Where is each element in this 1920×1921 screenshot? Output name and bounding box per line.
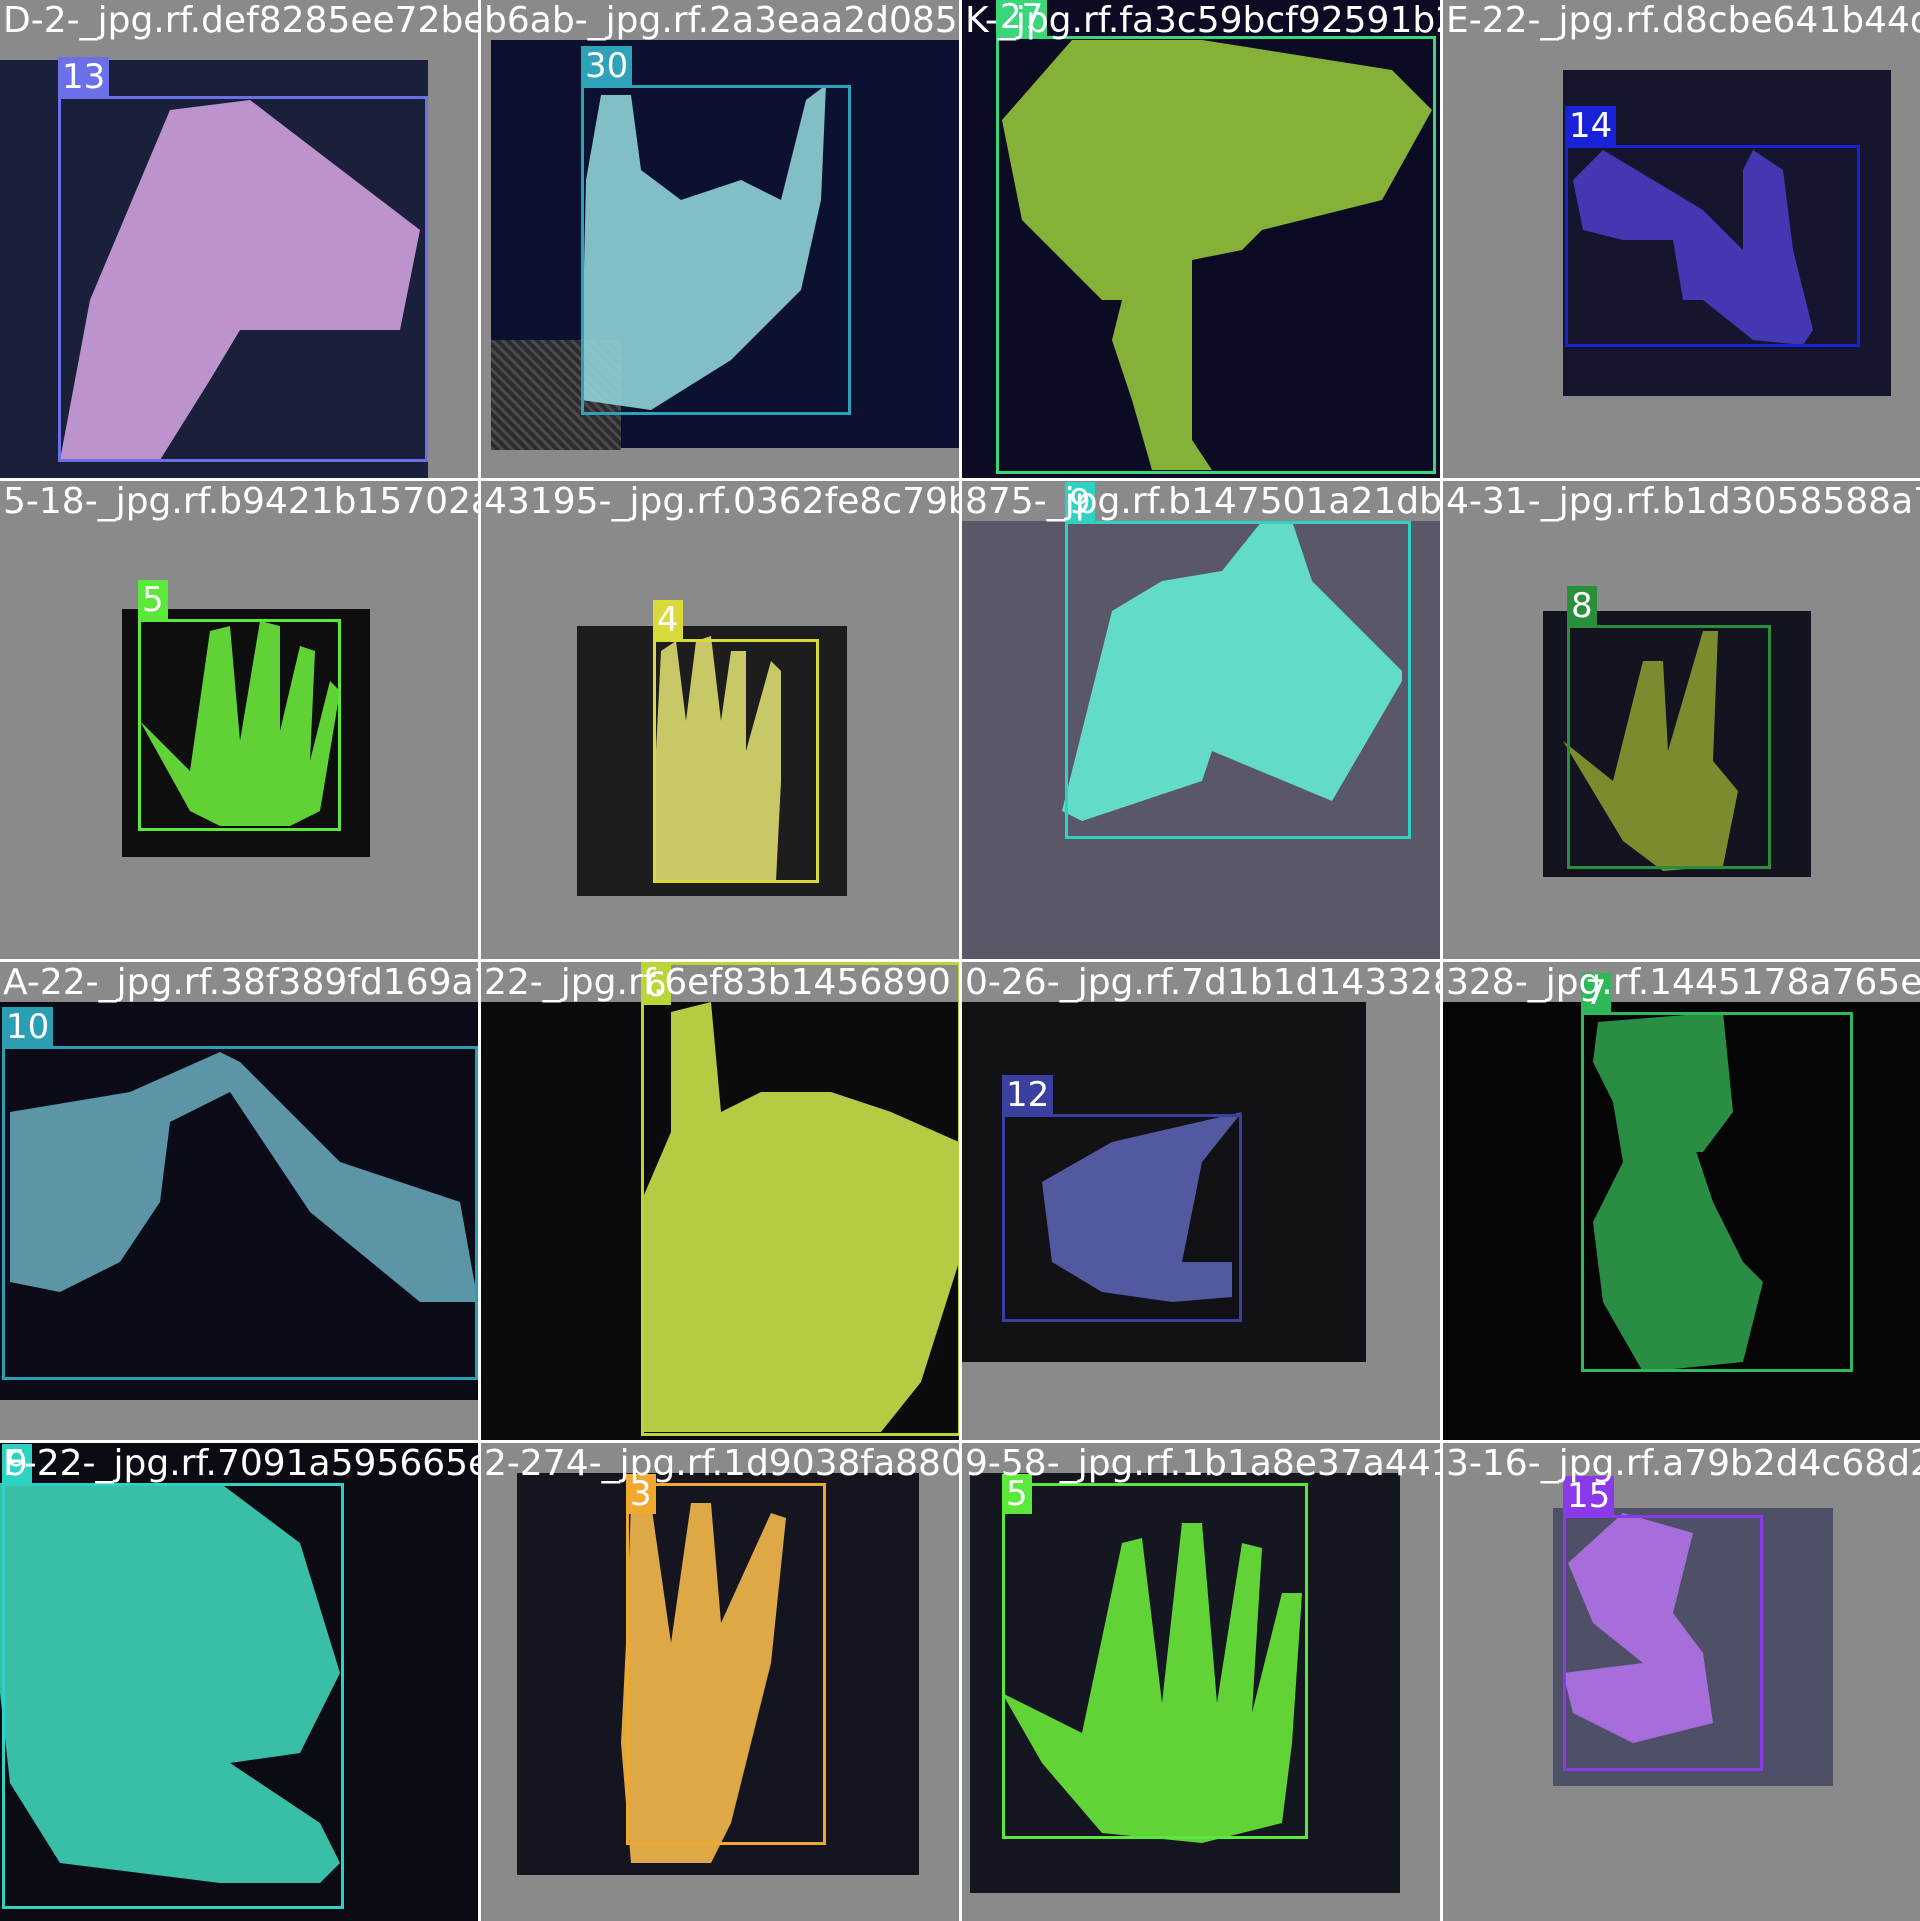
tile: 7 328-_jpg.rf.1445178a765e3c: [1443, 962, 1920, 1440]
tile: 6 22-_jpg.rf.6ef83b1456890: [481, 962, 959, 1440]
bounding-box: 5: [1002, 1474, 1308, 1839]
bounding-box: 13: [58, 57, 428, 462]
hand-mask: [1573, 150, 1813, 345]
bounding-box: 30: [581, 46, 851, 415]
tile: 10 A-22-_jpg.rf.38f389fd169a762250: [0, 962, 478, 1440]
hand-mask: [1002, 1523, 1302, 1843]
bounding-box: 15: [1563, 1476, 1763, 1771]
filename-label: D-2-_jpg.rf.def8285ee72be1bc610-b8d8f243…: [3, 0, 478, 41]
bounding-box: 3: [626, 1474, 826, 1845]
hand-mask: [1002, 40, 1432, 470]
bounding-box: 12: [1002, 1075, 1242, 1322]
hand-mask: [581, 85, 826, 410]
bounding-box: 7: [1581, 973, 1853, 1372]
filename-label: 4-31-_jpg.rf.b1d3058588a7da: [1446, 481, 1920, 522]
hand-mask: [140, 621, 340, 826]
tile: 4 43195-_jpg.rf.0362fe8c79b39d: [481, 481, 959, 959]
filename-label: 328-_jpg.rf.1445178a765e3c: [1446, 962, 1920, 1003]
hand-mask: [60, 100, 420, 460]
filename-label: K-_jpg.rf.fa3c59bcf92591b23bcd478: [965, 0, 1440, 41]
class-label: 13: [58, 57, 110, 97]
hand-mask: [641, 1002, 959, 1432]
filename-label: 5-18-_jpg.rf.b9421b15702a54: [3, 481, 478, 522]
filename-label: A-22-_jpg.rf.38f389fd169a762250: [3, 962, 478, 1003]
tile: 15 3-16-_jpg.rf.a79b2d4c68d296: [1443, 1443, 1920, 1921]
bounding-box: 5: [138, 580, 341, 831]
hand-mask: [1593, 1012, 1763, 1372]
class-label: 9: [2, 1444, 32, 1484]
filename-label: 9-58-_jpg.rf.1b1a8e37a441f3d6a: [965, 1443, 1440, 1484]
tile: 9 875-_jpg.rf.b147501a21db: [962, 481, 1440, 959]
bounding-box: 6: [641, 962, 959, 1436]
hand-mask: [1563, 631, 1738, 871]
tile: 30 b6ab-_jpg.rf.2a3eaa2d085304: [481, 0, 959, 478]
tile: 13 D-2-_jpg.rf.def8285ee72be1bc610-b8d8f…: [0, 0, 478, 478]
class-label: 4: [653, 600, 683, 640]
class-label: 7: [1581, 973, 1611, 1013]
filename-label: 3-16-_jpg.rf.a79b2d4c68d296: [1446, 1443, 1920, 1484]
tile: 12 0-26-_jpg.rf.7d1b1d143328: [962, 962, 1440, 1440]
filename-label: 22-_jpg.rf.6ef83b1456890: [484, 962, 951, 1003]
hand-mask: [656, 636, 781, 881]
filename-label: F-22-_jpg.rf.7091a595665e123: [3, 1443, 478, 1484]
filename-label: E-22-_jpg.rf.d8cbe641b44d4: [1446, 0, 1920, 41]
class-label: 3: [626, 1474, 656, 1514]
hand-mask: [10, 1052, 478, 1302]
class-label: 30: [581, 46, 633, 86]
hand-mask: [1062, 521, 1402, 821]
class-label: 5: [1002, 1474, 1032, 1514]
filename-label: 0-26-_jpg.rf.7d1b1d143328: [965, 962, 1440, 1003]
class-label: 6: [641, 965, 671, 1005]
class-label: 8: [1567, 586, 1597, 626]
tile: 27 K-_jpg.rf.fa3c59bcf92591b23bcd478: [962, 0, 1440, 478]
tile: 5 5-18-_jpg.rf.b9421b15702a54: [0, 481, 478, 959]
tile: 9 F-22-_jpg.rf.7091a595665e123: [0, 1443, 478, 1921]
bounding-box: 8: [1567, 586, 1771, 869]
bounding-box: 14: [1565, 106, 1860, 347]
class-label: 27: [996, 0, 1048, 37]
class-label: 5: [138, 580, 168, 620]
hand-mask: [1563, 1513, 1713, 1743]
class-label: 9: [1065, 482, 1095, 522]
hand-mask: [1042, 1112, 1242, 1302]
bounding-box: 4: [653, 600, 819, 883]
filename-label: 2-274-_jpg.rf.1d9038fa880ac45: [484, 1443, 959, 1484]
filename-label: 875-_jpg.rf.b147501a21db: [965, 481, 1440, 522]
class-label: 12: [1002, 1075, 1054, 1115]
hand-mask: [0, 1483, 340, 1883]
class-label: 14: [1565, 106, 1617, 146]
tile: 8 4-31-_jpg.rf.b1d3058588a7da: [1443, 481, 1920, 959]
tile: 14 E-22-_jpg.rf.d8cbe641b44d4: [1443, 0, 1920, 478]
filename-label: b6ab-_jpg.rf.2a3eaa2d085304: [484, 0, 959, 41]
filename-label: 43195-_jpg.rf.0362fe8c79b39d: [484, 481, 959, 522]
class-label: 15: [1563, 1476, 1615, 1516]
class-label: 10: [2, 1007, 54, 1047]
hand-mask: [621, 1503, 786, 1863]
bounding-box: 9: [1065, 482, 1411, 839]
bounding-box: 27: [996, 0, 1436, 474]
bounding-box: 9: [2, 1444, 344, 1909]
tile: 5 9-58-_jpg.rf.1b1a8e37a441f3d6a: [962, 1443, 1440, 1921]
tile: 3 2-274-_jpg.rf.1d9038fa880ac45: [481, 1443, 959, 1921]
bounding-box: 10: [2, 1007, 478, 1380]
